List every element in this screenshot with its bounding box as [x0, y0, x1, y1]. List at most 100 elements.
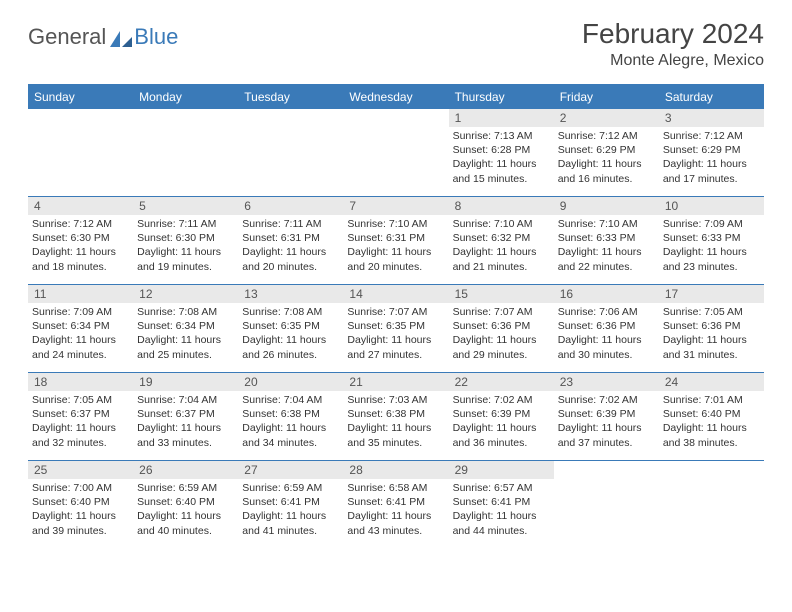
day-detail-line: Daylight: 11 hours and 24 minutes.	[32, 333, 129, 361]
day-detail-line: Daylight: 11 hours and 37 minutes.	[558, 421, 655, 449]
calendar-day-cell: 24Sunrise: 7:01 AMSunset: 6:40 PMDayligh…	[659, 373, 764, 461]
calendar-day-cell: 23Sunrise: 7:02 AMSunset: 6:39 PMDayligh…	[554, 373, 659, 461]
day-details: Sunrise: 6:58 AMSunset: 6:41 PMDaylight:…	[343, 479, 448, 542]
day-detail-line: Sunrise: 7:04 AM	[242, 393, 339, 407]
day-details: Sunrise: 7:11 AMSunset: 6:31 PMDaylight:…	[238, 215, 343, 278]
day-detail-line: Daylight: 11 hours and 19 minutes.	[137, 245, 234, 273]
day-number: 10	[659, 197, 764, 215]
day-details: Sunrise: 7:02 AMSunset: 6:39 PMDaylight:…	[449, 391, 554, 454]
day-number: 21	[343, 373, 448, 391]
day-detail-line: Daylight: 11 hours and 26 minutes.	[242, 333, 339, 361]
day-detail-line: Sunset: 6:36 PM	[663, 319, 760, 333]
day-detail-line: Sunrise: 7:02 AM	[453, 393, 550, 407]
day-detail-line: Sunset: 6:31 PM	[347, 231, 444, 245]
day-detail-line: Daylight: 11 hours and 31 minutes.	[663, 333, 760, 361]
day-detail-line: Sunset: 6:40 PM	[137, 495, 234, 509]
day-detail-line: Daylight: 11 hours and 40 minutes.	[137, 509, 234, 537]
day-number: 12	[133, 285, 238, 303]
weekday-header: Wednesday	[343, 85, 448, 109]
day-detail-line: Sunrise: 7:09 AM	[32, 305, 129, 319]
day-details: Sunrise: 7:12 AMSunset: 6:29 PMDaylight:…	[554, 127, 659, 190]
calendar-day-cell: 4Sunrise: 7:12 AMSunset: 6:30 PMDaylight…	[28, 197, 133, 285]
day-details: Sunrise: 7:03 AMSunset: 6:38 PMDaylight:…	[343, 391, 448, 454]
day-detail-line: Daylight: 11 hours and 22 minutes.	[558, 245, 655, 273]
day-details: Sunrise: 7:04 AMSunset: 6:37 PMDaylight:…	[133, 391, 238, 454]
day-detail-line: Sunrise: 7:11 AM	[242, 217, 339, 231]
day-detail-line: Sunset: 6:30 PM	[137, 231, 234, 245]
day-detail-line: Sunset: 6:37 PM	[137, 407, 234, 421]
calendar-day-cell: 9Sunrise: 7:10 AMSunset: 6:33 PMDaylight…	[554, 197, 659, 285]
day-detail-line: Daylight: 11 hours and 20 minutes.	[347, 245, 444, 273]
day-number: 18	[28, 373, 133, 391]
calendar-day-cell: 1Sunrise: 7:13 AMSunset: 6:28 PMDaylight…	[449, 109, 554, 197]
calendar-week-row: 25Sunrise: 7:00 AMSunset: 6:40 PMDayligh…	[28, 461, 764, 549]
day-detail-line: Daylight: 11 hours and 36 minutes.	[453, 421, 550, 449]
weekday-header: Tuesday	[238, 85, 343, 109]
day-number: 14	[343, 285, 448, 303]
day-number: 24	[659, 373, 764, 391]
calendar-day-cell: 22Sunrise: 7:02 AMSunset: 6:39 PMDayligh…	[449, 373, 554, 461]
day-details: Sunrise: 7:09 AMSunset: 6:33 PMDaylight:…	[659, 215, 764, 278]
calendar-day-cell: 3Sunrise: 7:12 AMSunset: 6:29 PMDaylight…	[659, 109, 764, 197]
day-detail-line: Sunrise: 6:59 AM	[137, 481, 234, 495]
calendar-day-cell: 10Sunrise: 7:09 AMSunset: 6:33 PMDayligh…	[659, 197, 764, 285]
day-detail-line: Daylight: 11 hours and 29 minutes.	[453, 333, 550, 361]
day-detail-line: Sunset: 6:29 PM	[663, 143, 760, 157]
day-number: 19	[133, 373, 238, 391]
calendar-week-row: 4Sunrise: 7:12 AMSunset: 6:30 PMDaylight…	[28, 197, 764, 285]
calendar-day-cell: 18Sunrise: 7:05 AMSunset: 6:37 PMDayligh…	[28, 373, 133, 461]
day-number: 22	[449, 373, 554, 391]
day-detail-line: Daylight: 11 hours and 33 minutes.	[137, 421, 234, 449]
day-detail-line: Daylight: 11 hours and 15 minutes.	[453, 157, 550, 185]
day-details: Sunrise: 7:07 AMSunset: 6:36 PMDaylight:…	[449, 303, 554, 366]
day-number: 4	[28, 197, 133, 215]
day-number: 8	[449, 197, 554, 215]
day-detail-line: Daylight: 11 hours and 39 minutes.	[32, 509, 129, 537]
day-detail-line: Daylight: 11 hours and 35 minutes.	[347, 421, 444, 449]
day-detail-line: Sunset: 6:41 PM	[347, 495, 444, 509]
day-detail-line: Sunrise: 6:58 AM	[347, 481, 444, 495]
day-detail-line: Sunset: 6:41 PM	[242, 495, 339, 509]
day-detail-line: Sunset: 6:33 PM	[558, 231, 655, 245]
day-detail-line: Daylight: 11 hours and 38 minutes.	[663, 421, 760, 449]
title-block: February 2024 Monte Alegre, Mexico	[582, 18, 764, 70]
day-detail-line: Sunset: 6:39 PM	[558, 407, 655, 421]
day-detail-line: Sunset: 6:34 PM	[137, 319, 234, 333]
day-details: Sunrise: 7:10 AMSunset: 6:33 PMDaylight:…	[554, 215, 659, 278]
day-details: Sunrise: 7:01 AMSunset: 6:40 PMDaylight:…	[659, 391, 764, 454]
day-number: 27	[238, 461, 343, 479]
calendar-week-row: 18Sunrise: 7:05 AMSunset: 6:37 PMDayligh…	[28, 373, 764, 461]
calendar-day-cell	[133, 109, 238, 197]
month-title: February 2024	[582, 18, 764, 50]
weekday-header: Sunday	[28, 85, 133, 109]
day-detail-line: Sunrise: 7:02 AM	[558, 393, 655, 407]
day-detail-line: Sunset: 6:37 PM	[32, 407, 129, 421]
calendar-day-cell: 17Sunrise: 7:05 AMSunset: 6:36 PMDayligh…	[659, 285, 764, 373]
calendar-week-row: 11Sunrise: 7:09 AMSunset: 6:34 PMDayligh…	[28, 285, 764, 373]
day-detail-line: Sunset: 6:40 PM	[32, 495, 129, 509]
day-detail-line: Daylight: 11 hours and 16 minutes.	[558, 157, 655, 185]
day-detail-line: Sunrise: 7:05 AM	[32, 393, 129, 407]
day-number: 6	[238, 197, 343, 215]
day-details: Sunrise: 7:11 AMSunset: 6:30 PMDaylight:…	[133, 215, 238, 278]
calendar-day-cell: 14Sunrise: 7:07 AMSunset: 6:35 PMDayligh…	[343, 285, 448, 373]
day-detail-line: Sunset: 6:36 PM	[558, 319, 655, 333]
day-number: 3	[659, 109, 764, 127]
day-number: 13	[238, 285, 343, 303]
calendar-day-cell: 29Sunrise: 6:57 AMSunset: 6:41 PMDayligh…	[449, 461, 554, 549]
day-details: Sunrise: 7:05 AMSunset: 6:36 PMDaylight:…	[659, 303, 764, 366]
calendar-day-cell: 21Sunrise: 7:03 AMSunset: 6:38 PMDayligh…	[343, 373, 448, 461]
day-detail-line: Daylight: 11 hours and 41 minutes.	[242, 509, 339, 537]
brand-logo: General Blue	[28, 18, 178, 50]
calendar-day-cell: 8Sunrise: 7:10 AMSunset: 6:32 PMDaylight…	[449, 197, 554, 285]
calendar-day-cell: 20Sunrise: 7:04 AMSunset: 6:38 PMDayligh…	[238, 373, 343, 461]
day-detail-line: Sunset: 6:39 PM	[453, 407, 550, 421]
day-detail-line: Sunset: 6:40 PM	[663, 407, 760, 421]
day-detail-line: Sunset: 6:35 PM	[347, 319, 444, 333]
calendar-day-cell: 16Sunrise: 7:06 AMSunset: 6:36 PMDayligh…	[554, 285, 659, 373]
brand-part1: General	[28, 24, 106, 50]
day-detail-line: Sunset: 6:31 PM	[242, 231, 339, 245]
calendar-day-cell: 25Sunrise: 7:00 AMSunset: 6:40 PMDayligh…	[28, 461, 133, 549]
day-detail-line: Daylight: 11 hours and 30 minutes.	[558, 333, 655, 361]
calendar-day-cell: 12Sunrise: 7:08 AMSunset: 6:34 PMDayligh…	[133, 285, 238, 373]
